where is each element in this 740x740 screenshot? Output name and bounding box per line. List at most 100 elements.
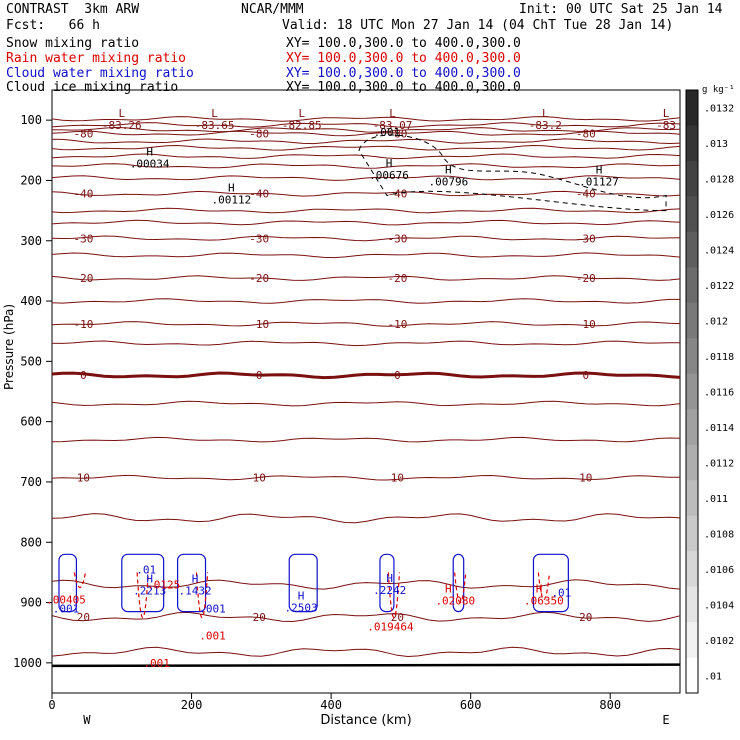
colorbar-tick-label: .01 bbox=[704, 671, 722, 682]
isotherm-label: -80 bbox=[249, 127, 269, 140]
contour-label: H bbox=[536, 583, 543, 596]
isotherm-line bbox=[51, 513, 681, 524]
agency-label: NCAR/MMM bbox=[241, 2, 304, 17]
extremum-marker: L bbox=[118, 107, 125, 120]
y-tick-label: 500 bbox=[20, 354, 42, 368]
colorbar-segment bbox=[686, 480, 698, 517]
contour-label: H bbox=[445, 583, 452, 596]
isotherm-line bbox=[51, 138, 681, 145]
contour-label: .001 bbox=[374, 126, 401, 139]
y-tick-label: 200 bbox=[20, 173, 42, 187]
contour-label: .00405 bbox=[46, 594, 86, 607]
y-tick-label: 400 bbox=[20, 294, 42, 308]
isotherm-label: -10 bbox=[387, 318, 407, 331]
extremum-value: .2503 bbox=[285, 601, 318, 614]
colorbar-tick-label: .0106 bbox=[704, 565, 734, 576]
contour-label: .001 bbox=[143, 657, 170, 670]
colorbar-tick-label: .0118 bbox=[704, 352, 734, 363]
contour-label: .01 bbox=[551, 586, 571, 599]
extremum-value: -83.65 bbox=[195, 119, 235, 132]
extremum-value: -83.07 bbox=[373, 119, 413, 132]
isotherm-label: 0 bbox=[394, 369, 401, 382]
extremum-marker: L bbox=[298, 107, 305, 120]
isotherm-line bbox=[51, 321, 681, 327]
y-tick-label: 900 bbox=[20, 596, 42, 610]
contour-label: .02080 bbox=[435, 595, 475, 608]
isotherm-label: -20 bbox=[73, 272, 93, 285]
isotherm-label: -30 bbox=[576, 232, 596, 245]
isotherm-label: -40 bbox=[249, 188, 269, 201]
colorbar-segment bbox=[686, 586, 698, 623]
isotherm-line bbox=[51, 219, 681, 226]
colorbar-tick-label: .0114 bbox=[704, 423, 734, 434]
x-end-label-east: E bbox=[662, 713, 669, 727]
isotherm-label: -20 bbox=[249, 272, 269, 285]
colorbar-tick-label: .011 bbox=[704, 494, 728, 505]
colorbar-segment bbox=[686, 622, 698, 659]
isotherm-label: -30 bbox=[73, 232, 93, 245]
contour-label: .001 bbox=[53, 603, 80, 616]
field-xy: XY= 100.0,300.0 to 400.0,300.0 bbox=[286, 51, 521, 66]
cloud-water-contour bbox=[452, 553, 465, 613]
field-name: Rain water mixing ratio bbox=[6, 51, 187, 66]
isotherm-line bbox=[51, 579, 681, 590]
rain-contour bbox=[136, 572, 149, 619]
isotherm-label: -10 bbox=[73, 318, 93, 331]
extremum-marker: H bbox=[298, 589, 305, 602]
y-tick-label: 1000 bbox=[13, 656, 42, 670]
colorbar-segment bbox=[686, 196, 698, 233]
colorbar-frame bbox=[685, 89, 699, 694]
x-tick-label: 800 bbox=[599, 698, 621, 712]
colorbar-segment bbox=[686, 125, 698, 162]
isotherm-line bbox=[51, 611, 681, 623]
colorbar-tick-label: .0122 bbox=[704, 281, 734, 292]
isotherm-line bbox=[51, 207, 681, 214]
rain-contour bbox=[454, 572, 467, 604]
plot-frame bbox=[51, 89, 681, 694]
isotherm-label: -80 bbox=[73, 127, 93, 140]
colorbar-tick-label: .0112 bbox=[704, 458, 734, 469]
colorbar-tick-label: .0116 bbox=[704, 388, 734, 399]
isotherm-label: 20 bbox=[579, 611, 592, 624]
isotherm-line bbox=[51, 153, 681, 160]
forecast-hour: Fcst: 66 h bbox=[6, 18, 100, 33]
y-tick-label: 100 bbox=[20, 113, 42, 127]
y-axis-label: Pressure (hPa) bbox=[2, 303, 16, 390]
isotherm-line bbox=[51, 400, 681, 407]
isotherm-line bbox=[51, 163, 681, 169]
valid-time: Valid: 18 UTC Mon 27 Jan 14 (04 ChT Tue … bbox=[282, 18, 674, 33]
colorbar-segment bbox=[686, 90, 698, 126]
cloud-water-contour bbox=[177, 553, 207, 613]
x-tick-label: 200 bbox=[181, 698, 203, 712]
model-title: CONTRAST 3km ARW bbox=[6, 2, 140, 17]
rain-contour bbox=[387, 572, 401, 619]
colorbar-segment bbox=[686, 338, 698, 375]
cloud-ice-contour bbox=[358, 134, 667, 212]
field-name: Snow mixing ratio bbox=[6, 36, 140, 51]
isotherm-line bbox=[51, 144, 681, 151]
extremum-marker: L bbox=[211, 107, 218, 120]
extremum-marker: H bbox=[596, 164, 603, 177]
isotherm-line bbox=[51, 130, 681, 137]
y-tick-label: 300 bbox=[20, 234, 42, 248]
contour-label: .0125 bbox=[147, 578, 180, 591]
colorbar-tick-label: .0124 bbox=[704, 246, 734, 257]
init-time: Init: 00 UTC Sat 25 Jan 14 bbox=[519, 2, 723, 17]
y-tick-label: 600 bbox=[20, 415, 42, 429]
extremum-value: .1432 bbox=[178, 584, 211, 597]
colorbar-segment bbox=[686, 160, 698, 197]
isotherm-label: 10 bbox=[391, 472, 404, 485]
colorbar-segment bbox=[686, 302, 698, 339]
surface-line bbox=[51, 663, 681, 668]
isotherm-line bbox=[51, 235, 681, 242]
isotherm-label: -20 bbox=[387, 272, 407, 285]
extremum-value: -83.2 bbox=[529, 119, 562, 132]
colorbar-segment bbox=[686, 409, 698, 446]
isotherm-line bbox=[51, 371, 681, 380]
x-end-label-west: W bbox=[83, 713, 91, 727]
isotherm-label: 20 bbox=[77, 611, 90, 624]
colorbar-segment bbox=[686, 373, 698, 410]
isotherm-label: -10 bbox=[249, 318, 269, 331]
x-axis-label: Distance (km) bbox=[320, 713, 411, 728]
